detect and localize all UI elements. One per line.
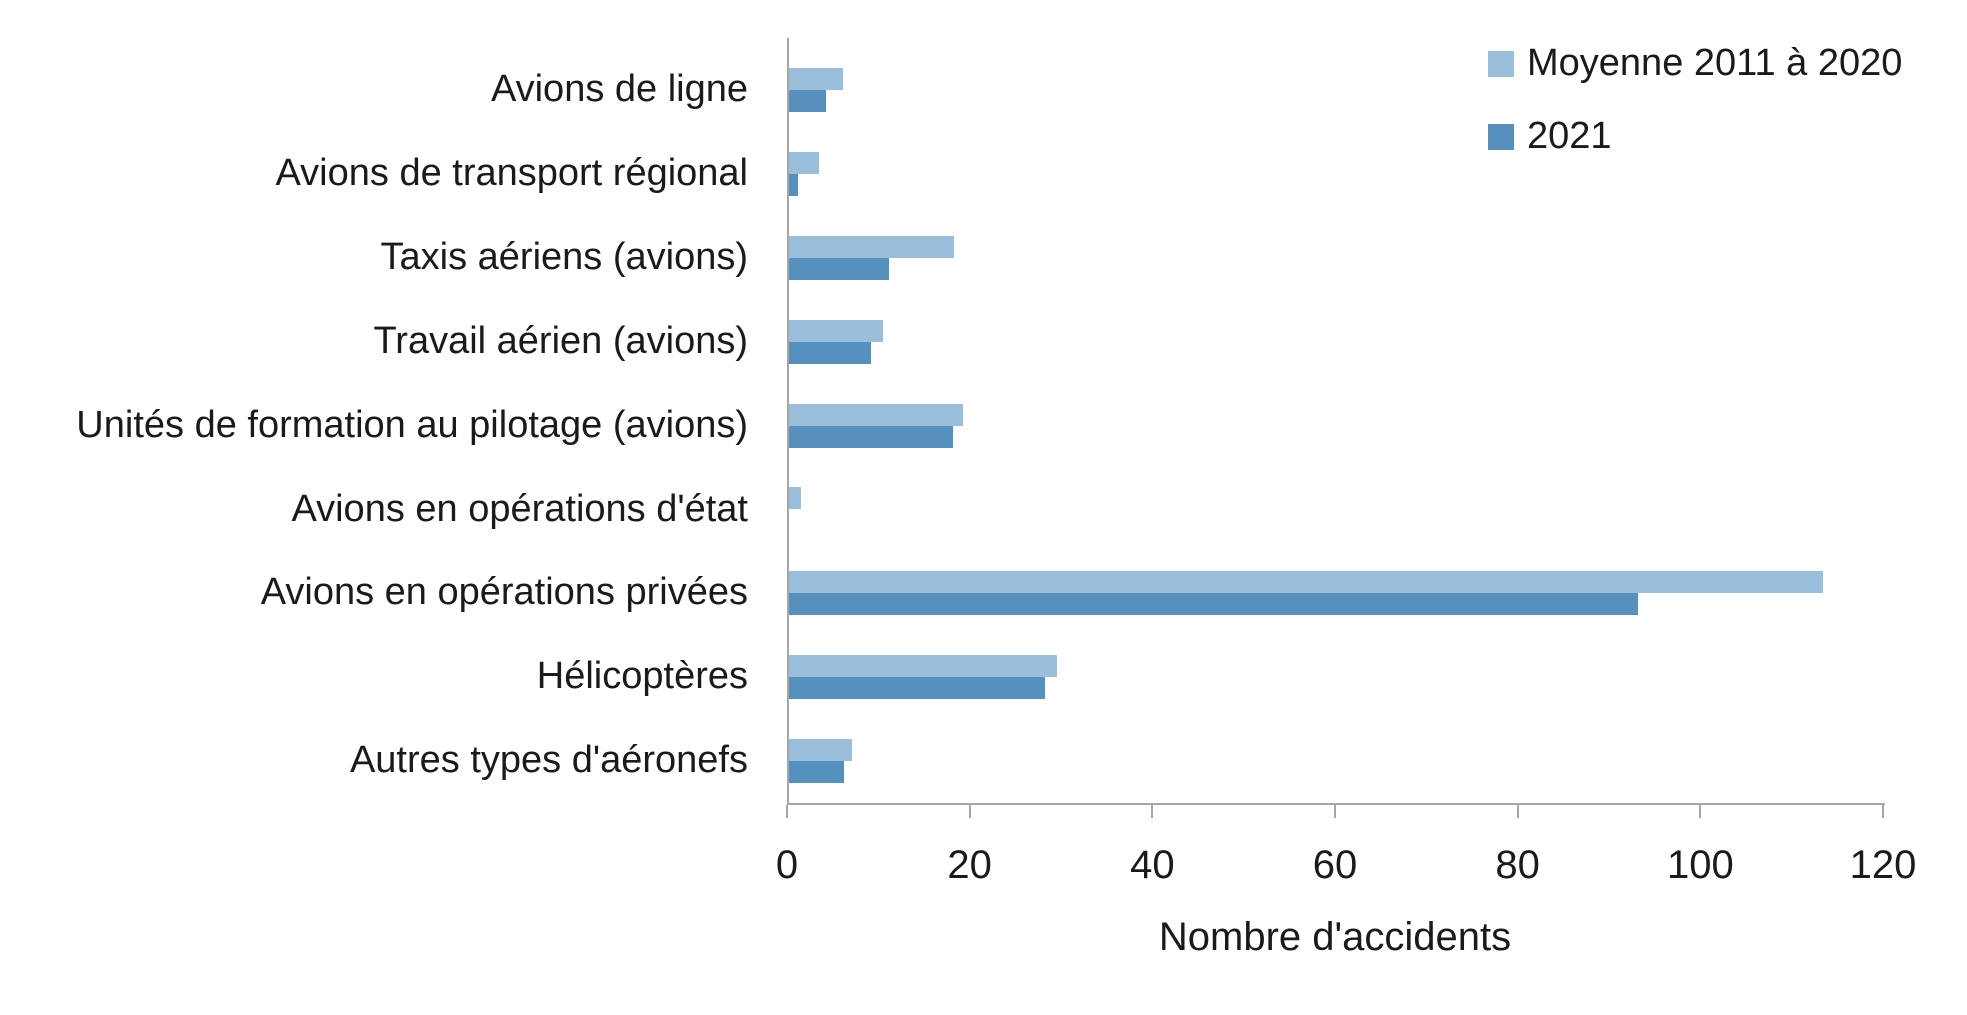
x-tick-label: 100 <box>1666 843 1734 887</box>
legend-label-moyenne: Moyenne 2011 à 2020 <box>1527 42 1903 84</box>
bar-group <box>789 300 1885 384</box>
bar-moyenne-2011-2020 <box>789 655 1057 678</box>
bar-2021 <box>789 593 1639 616</box>
legend-label-2021: 2021 <box>1527 115 1612 157</box>
x-tick-mark <box>1334 805 1336 818</box>
bar-rows <box>789 48 1885 803</box>
x-tick-mark <box>1151 805 1154 818</box>
x-tick-label: 40 <box>1130 843 1175 887</box>
bar-moyenne-2011-2020 <box>789 67 843 90</box>
bar-group <box>789 216 1885 300</box>
bar-moyenne-2011-2020 <box>789 571 1823 594</box>
bar-group <box>789 467 1885 551</box>
category-label: Avions en opérations d'état <box>291 487 748 530</box>
category-label: Hélicoptères <box>536 655 748 698</box>
bar-moyenne-2011-2020 <box>789 739 853 762</box>
x-tick-mark <box>968 805 971 818</box>
bar-moyenne-2011-2020 <box>789 403 964 426</box>
bar-2021 <box>789 677 1045 700</box>
bar-moyenne-2011-2020 <box>789 151 820 174</box>
legend-swatch-2021 <box>1488 123 1514 150</box>
category-label: Taxis aériens (avions) <box>380 235 748 278</box>
bar-group <box>789 635 1885 719</box>
bar-2021 <box>789 257 890 280</box>
x-tick-label: 80 <box>1495 843 1540 887</box>
category-label: Avions en opérations privées <box>260 571 748 614</box>
legend-entry-2021: 2021 <box>1488 115 1902 158</box>
category-label: Avions de transport régional <box>275 151 748 194</box>
bar-group <box>789 132 1885 216</box>
bar-2021 <box>789 173 799 196</box>
x-tick-mark <box>1516 805 1519 818</box>
legend: Moyenne 2011 à 2020 2021 <box>1488 42 1902 188</box>
bar-moyenne-2011-2020 <box>789 235 955 258</box>
bar-group <box>789 48 1885 132</box>
x-tick-mark <box>786 805 788 818</box>
bar-2021 <box>789 425 954 448</box>
plot-area <box>787 38 1885 805</box>
bar-moyenne-2011-2020 <box>789 319 884 342</box>
x-tick-mark <box>1882 805 1884 818</box>
category-label: Unités de formation au pilotage (avions) <box>76 403 748 446</box>
x-tick-label: 120 <box>1849 843 1917 887</box>
category-label: Autres types d'aéronefs <box>349 739 748 782</box>
y-axis-category-labels: Avions de ligne Avions de transport régio… <box>0 48 766 803</box>
legend-swatch-moyenne <box>1488 50 1514 77</box>
bar-moyenne-2011-2020 <box>789 487 801 510</box>
x-tick-label: 0 <box>775 843 799 887</box>
bar-group <box>789 551 1885 635</box>
x-axis-title: Nombre d'accidents <box>1158 915 1512 959</box>
x-tick-label: 20 <box>947 843 992 887</box>
bar-2021 <box>789 89 826 112</box>
x-tick-label: 60 <box>1312 843 1358 887</box>
bar-group <box>789 384 1885 468</box>
bar-2021 <box>789 341 872 364</box>
x-tick-mark <box>1699 805 1702 818</box>
bar-2021 <box>789 761 844 784</box>
legend-entry-moyenne: Moyenne 2011 à 2020 <box>1488 42 1902 85</box>
category-label: Avions de ligne <box>490 68 748 111</box>
category-label: Travail aérien (avions) <box>373 319 748 362</box>
bar-group <box>789 719 1885 803</box>
